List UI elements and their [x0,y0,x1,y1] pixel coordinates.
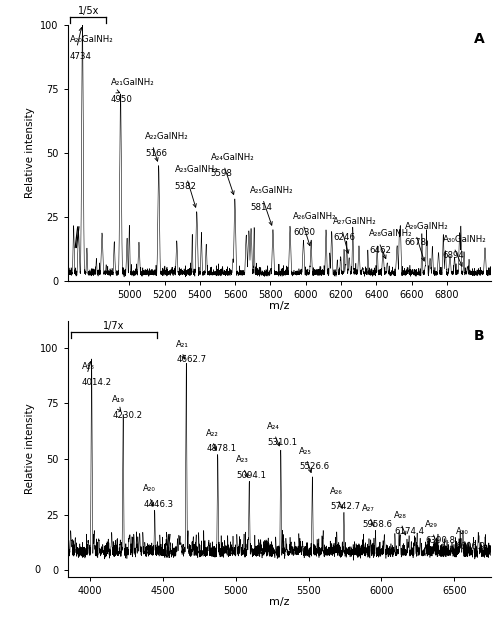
Text: A₂₇: A₂₇ [362,505,375,513]
Text: A₁₉: A₁₉ [112,395,125,404]
Text: A₂₃GalNH₂: A₂₃GalNH₂ [175,165,218,175]
Text: 6462: 6462 [369,246,391,255]
Text: A₂₅GalNH₂: A₂₅GalNH₂ [250,186,294,195]
Text: 6390.8: 6390.8 [425,536,455,545]
Y-axis label: Relative intensity: Relative intensity [25,107,35,198]
Text: A₂₉GalNH₂: A₂₉GalNH₂ [404,222,448,231]
Text: A₃₀GalNH₂: A₃₀GalNH₂ [442,234,486,244]
X-axis label: m/z: m/z [269,597,290,607]
Text: A₂₂: A₂₂ [206,429,219,437]
Text: 4734: 4734 [70,52,92,60]
Y-axis label: Relative intensity: Relative intensity [25,404,35,494]
Text: A₂₈GalNH₂: A₂₈GalNH₂ [369,230,412,239]
Text: A₂₀: A₂₀ [143,484,156,494]
Text: 5382: 5382 [175,182,197,191]
Text: 6174.4: 6174.4 [394,527,424,536]
Text: 4014.2: 4014.2 [82,378,112,387]
Text: A₃₀: A₃₀ [455,527,468,536]
Text: 6606.9: 6606.9 [455,542,485,552]
Text: A₂₄GalNH₂: A₂₄GalNH₂ [210,152,255,162]
Text: A₂₇GalNH₂: A₂₇GalNH₂ [333,217,377,226]
Text: A₂₈: A₂₈ [394,511,407,520]
Text: 6246: 6246 [333,233,355,242]
Text: A₂₉: A₂₉ [425,520,438,529]
Text: 6678: 6678 [404,239,426,247]
Text: 4662.7: 4662.7 [176,355,206,365]
Text: A₂₁GalNH₂: A₂₁GalNH₂ [111,78,155,88]
Text: 1/5x: 1/5x [78,6,99,15]
Text: A₁₈: A₁₈ [82,362,94,371]
Text: 4950: 4950 [111,95,133,104]
Text: A₂₃: A₂₃ [236,455,249,465]
Text: 5310.1: 5310.1 [267,437,297,447]
Text: A₂₂GalNH₂: A₂₂GalNH₂ [145,132,189,141]
Text: 6030: 6030 [294,228,316,238]
Text: 5526.6: 5526.6 [299,462,329,471]
Text: 4446.3: 4446.3 [143,500,173,509]
Text: A: A [474,32,484,46]
Text: 5814: 5814 [250,202,272,212]
Text: A₂₆GalNH₂: A₂₆GalNH₂ [294,212,337,220]
Text: 4878.1: 4878.1 [206,444,236,453]
Text: 1/7x: 1/7x [103,321,124,331]
Text: 5598: 5598 [210,169,232,178]
Text: A₂₆: A₂₆ [330,487,343,495]
Text: 5742.7: 5742.7 [330,502,360,511]
Text: 0: 0 [34,566,40,576]
Text: 5958.6: 5958.6 [362,520,392,529]
Text: B: B [474,328,484,342]
Text: A₂₄: A₂₄ [267,422,280,431]
Text: 6894: 6894 [442,251,464,260]
Text: 4230.2: 4230.2 [112,411,142,420]
Text: A₂₀GalNH₂: A₂₀GalNH₂ [70,35,114,44]
Text: 5166: 5166 [145,149,167,158]
Text: A₂₅: A₂₅ [299,447,312,455]
X-axis label: m/z: m/z [269,301,290,311]
Text: 5094.1: 5094.1 [236,471,266,480]
Text: A₂₁: A₂₁ [176,340,189,349]
